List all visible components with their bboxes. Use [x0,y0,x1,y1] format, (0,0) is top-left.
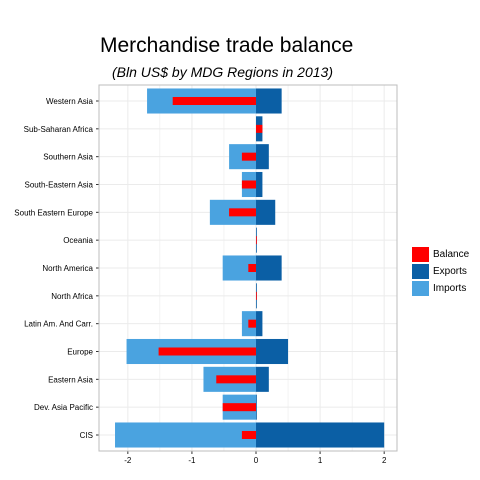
y-tick-label-dev-asia-pacific: Dev. Asia Pacific [34,403,93,412]
legend-swatch-imports [412,281,429,296]
exports-bar-dev-asia-pacific [256,394,257,420]
chart-title: Merchandise trade balance [100,34,354,57]
y-tick-label-south-eastern-europe: South Eastern Europe [14,208,93,217]
legend-swatch-balance [412,247,429,262]
legend-label-imports: Imports [433,283,467,294]
x-tick-label: 0 [254,456,259,465]
balance-bar-sub-saharan-africa [256,124,263,133]
plot-panel-border [98,84,398,452]
balance-bar-oceania [256,236,257,245]
x-tick-label: 1 [318,456,323,465]
imports-bar-cis [115,422,257,448]
chart-subtitle: (Bln US$ by MDG Regions in 2013) [112,64,333,80]
exports-bar-south-eastern-europe [256,199,276,225]
balance-bar-southern-asia [241,152,257,161]
balance-bar-north-america [248,263,257,273]
balance-bar-latin-am-and-carr [248,319,257,328]
y-tick-label-north-america: North America [42,264,93,273]
x-tick-label: 2 [382,456,387,465]
y-tick-label-north-africa: North Africa [51,292,93,301]
exports-bar-western-asia [256,88,282,114]
y-tick-label-cis: CIS [80,431,93,440]
x-tick-label: -1 [188,456,196,465]
legend-swatch-exports [412,264,429,279]
balance-bar-europe [158,347,257,356]
exports-bar-north-america [256,255,282,281]
exports-bar-latin-am-and-carr [256,311,263,337]
y-tick-label-eastern-asia: Eastern Asia [48,375,93,384]
exports-bar-europe [256,338,289,365]
balance-bar-north-africa [256,291,257,300]
exports-bar-southern-asia [256,144,269,170]
exports-bar-south-eastern-asia [256,171,263,198]
y-tick-label-oceania: Oceania [63,236,93,245]
legend-item-imports: Imports [412,280,478,297]
x-tick-label: -2 [124,456,132,465]
balance-bar-south-eastern-asia [241,180,257,189]
exports-bar-cis [256,422,385,448]
y-tick-label-southern-asia: Southern Asia [43,153,93,162]
legend-item-exports: Exports [412,263,478,280]
balance-bar-eastern-asia [216,375,257,384]
y-tick-label-latin-am-and-carr: Latin Am. And Carr. [24,320,93,329]
exports-bar-eastern-asia [256,366,269,392]
legend-label-balance: Balance [433,249,470,260]
y-tick-label-sub-saharan-africa: Sub-Saharan Africa [24,125,94,134]
balance-bar-dev-asia-pacific [222,403,257,412]
legend: Balance Exports Imports [412,246,478,297]
balance-bar-south-eastern-europe [229,208,257,217]
legend-label-exports: Exports [433,266,467,277]
y-tick-label-western-asia: Western Asia [46,97,94,106]
y-tick-label-europe: Europe [67,348,93,357]
balance-bar-western-asia [172,96,257,106]
balance-bar-cis [241,430,257,440]
legend-item-balance: Balance [412,246,478,263]
y-tick-label-south-eastern-asia: South-Eastern Asia [25,181,94,190]
